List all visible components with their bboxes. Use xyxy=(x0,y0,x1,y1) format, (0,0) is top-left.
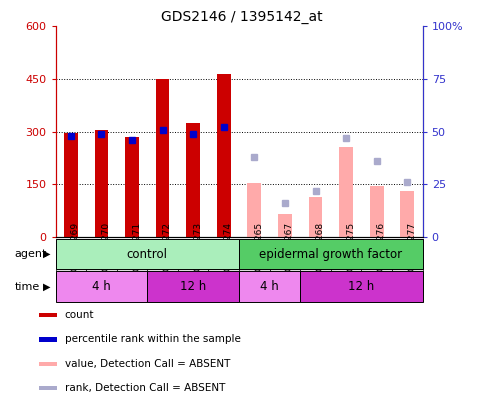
Bar xyxy=(64,133,78,237)
Text: agent: agent xyxy=(14,249,47,259)
Bar xyxy=(370,186,384,237)
Text: 12 h: 12 h xyxy=(348,280,375,293)
Bar xyxy=(209,239,239,292)
Bar xyxy=(95,130,108,237)
Text: GSM75272: GSM75272 xyxy=(163,222,171,271)
Bar xyxy=(361,239,392,292)
Bar xyxy=(300,239,331,292)
Text: GDS2146 / 1395142_at: GDS2146 / 1395142_at xyxy=(161,10,322,24)
Bar xyxy=(239,239,423,269)
Bar xyxy=(86,239,117,292)
Text: count: count xyxy=(65,310,94,320)
Text: 12 h: 12 h xyxy=(180,280,206,293)
Bar xyxy=(400,191,414,237)
Bar xyxy=(278,214,292,237)
Bar xyxy=(270,239,300,292)
Bar xyxy=(186,123,200,237)
Text: 4 h: 4 h xyxy=(260,280,279,293)
Text: GSM75274: GSM75274 xyxy=(224,222,233,271)
Bar xyxy=(392,239,423,292)
Bar xyxy=(147,239,178,292)
Bar xyxy=(39,337,57,341)
Bar xyxy=(309,196,323,237)
Bar xyxy=(156,79,170,237)
Text: GSM75269: GSM75269 xyxy=(71,222,80,271)
Bar xyxy=(239,271,300,302)
Text: control: control xyxy=(127,247,168,261)
Text: GSM75275: GSM75275 xyxy=(346,222,355,271)
Text: ▶: ▶ xyxy=(43,249,50,259)
Bar xyxy=(56,239,239,269)
Text: GSM75276: GSM75276 xyxy=(377,222,386,271)
Bar xyxy=(39,386,57,390)
Bar xyxy=(56,239,86,292)
Bar xyxy=(247,183,261,237)
Bar xyxy=(125,137,139,237)
Bar xyxy=(178,239,209,292)
Text: GSM75277: GSM75277 xyxy=(407,222,416,271)
Text: rank, Detection Call = ABSENT: rank, Detection Call = ABSENT xyxy=(65,383,225,393)
Bar xyxy=(39,313,57,318)
Bar xyxy=(339,147,353,237)
Text: GSM75270: GSM75270 xyxy=(101,222,111,271)
Bar xyxy=(117,239,147,292)
Bar xyxy=(239,239,270,292)
Text: GSM75268: GSM75268 xyxy=(315,222,325,271)
Text: epidermal growth factor: epidermal growth factor xyxy=(259,247,402,261)
Text: GSM75265: GSM75265 xyxy=(255,222,263,271)
Text: 4 h: 4 h xyxy=(92,280,111,293)
Text: GSM75273: GSM75273 xyxy=(193,222,202,271)
Text: GSM75267: GSM75267 xyxy=(285,222,294,271)
Text: percentile rank within the sample: percentile rank within the sample xyxy=(65,335,241,345)
Bar xyxy=(56,271,147,302)
Bar xyxy=(147,271,239,302)
Bar xyxy=(331,239,361,292)
Text: value, Detection Call = ABSENT: value, Detection Call = ABSENT xyxy=(65,359,230,369)
Bar xyxy=(39,362,57,366)
Bar xyxy=(217,74,231,237)
Text: ▶: ▶ xyxy=(43,281,50,292)
Bar xyxy=(300,271,423,302)
Text: GSM75271: GSM75271 xyxy=(132,222,141,271)
Text: time: time xyxy=(14,281,40,292)
